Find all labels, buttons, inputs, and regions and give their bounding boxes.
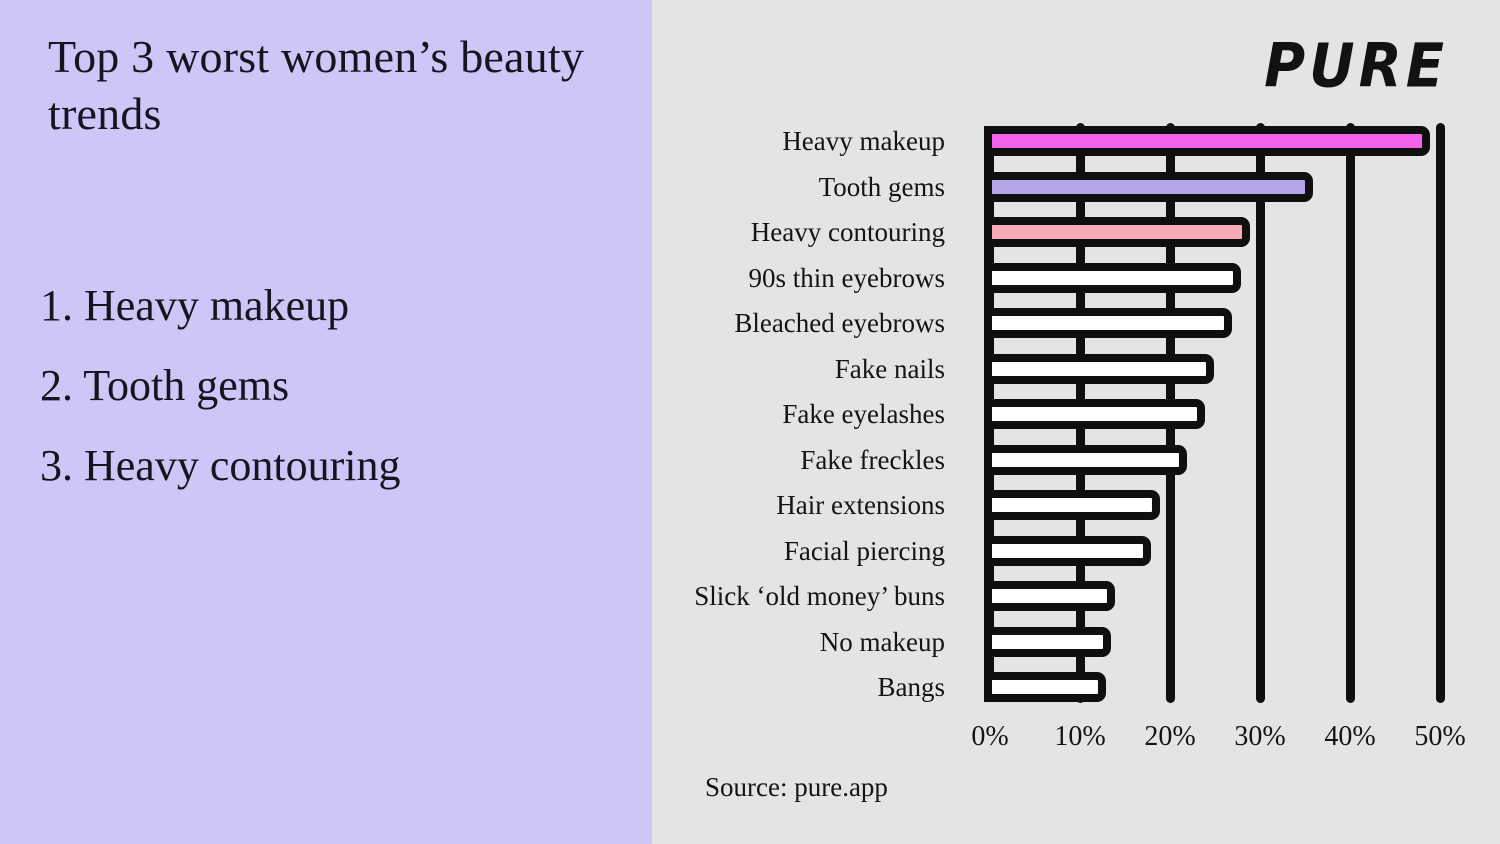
bar-tooth-gems <box>984 171 1313 202</box>
bar-90s-thin-eyebrows <box>984 262 1241 293</box>
category-label-90s-thin-eyebrows: 90s thin eyebrows <box>748 262 945 293</box>
category-label-facial-piercing: Facial piercing <box>783 535 945 566</box>
category-label-fake-eyelashes: Fake eyelashes <box>782 399 945 429</box>
bar-no-makeup <box>984 626 1111 657</box>
x-tick-20%: 20% <box>1144 721 1196 752</box>
gridline-30% <box>1256 123 1265 703</box>
bar-fake-nails <box>984 353 1214 384</box>
bar-heavy-makeup <box>984 126 1430 156</box>
bar-facial-piercing <box>984 535 1151 566</box>
category-label-slick-old-money-buns: Slick ‘old money’ buns <box>694 581 945 611</box>
x-tick-40%: 40% <box>1324 721 1376 752</box>
category-label-fake-nails: Fake nails <box>834 353 945 384</box>
gridline-40% <box>1346 123 1355 703</box>
source-note: Source: pure.app <box>705 772 888 802</box>
left-panel: Top 3 worst women’s beauty trends 1. Hea… <box>0 0 652 844</box>
page-title: Top 3 worst women’s beauty trends <box>48 31 585 139</box>
x-tick-10%: 10% <box>1054 721 1106 752</box>
bar-hair-extensions <box>984 490 1160 520</box>
x-tick-30%: 30% <box>1234 721 1286 752</box>
bar-heavy-contouring <box>984 217 1250 247</box>
bar-chart: 0% 10% 20% 30% 40% 50% Heavy makeup Tooth gems H… <box>652 0 1500 844</box>
category-label-no-makeup: No makeup <box>819 626 945 657</box>
ranking-item-1: 1. Heavy makeup <box>40 281 350 330</box>
ranking-item-3: 3. Heavy contouring <box>40 441 401 490</box>
bar-slick-old-money-buns <box>984 581 1115 611</box>
bar-fake-eyelashes <box>984 399 1205 429</box>
x-tick-0%: 0% <box>971 721 1009 752</box>
category-label-bangs: Bangs <box>877 672 946 702</box>
pure-logo: PURE <box>1264 31 1448 102</box>
category-label-heavy-contouring: Heavy contouring <box>750 217 945 247</box>
x-tick-50%: 50% <box>1414 721 1466 752</box>
bar-bleached-eyebrows <box>984 308 1232 338</box>
category-label-tooth-gems: Tooth gems <box>818 171 945 202</box>
ranking-item-2: 2. Tooth gems <box>40 361 290 410</box>
category-label-hair-extensions: Hair extensions <box>776 490 945 520</box>
right-panel: PURE 0% 10% 20% 30% 40% 50% Heavy makeup Tooth … <box>652 0 1500 844</box>
category-label-fake-freckles: Fake freckles <box>800 444 945 475</box>
bar-fake-freckles <box>984 444 1187 475</box>
category-label-bleached-eyebrows: Bleached eyebrows <box>734 308 945 338</box>
bar-bangs <box>984 672 1106 702</box>
gridline-50% <box>1436 123 1445 703</box>
category-label-heavy-makeup: Heavy makeup <box>782 126 945 156</box>
